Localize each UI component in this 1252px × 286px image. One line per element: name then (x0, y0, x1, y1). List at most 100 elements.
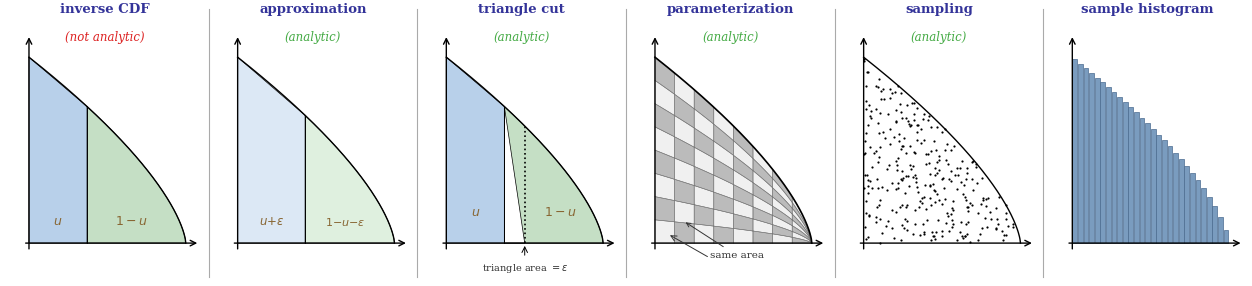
Point (939, 176, 959, 181)
Point (920, 172, 940, 176)
Point (931, 176, 952, 181)
Point (925, 166, 945, 170)
Text: triangle cut: triangle cut (478, 3, 565, 16)
Point (888, 181, 908, 185)
Polygon shape (694, 147, 714, 175)
Point (963, 159, 983, 164)
Point (926, 230, 947, 235)
Polygon shape (793, 202, 811, 243)
Point (871, 89, 891, 94)
Point (894, 136, 914, 140)
Bar (1072, 59, 1077, 243)
Polygon shape (675, 137, 694, 166)
Point (855, 236, 875, 241)
Point (908, 105, 928, 110)
Point (925, 189, 945, 193)
Bar (1207, 197, 1212, 243)
Point (923, 230, 943, 234)
Point (980, 217, 1000, 221)
Text: (analytic): (analytic) (493, 31, 550, 44)
Point (899, 122, 919, 126)
Bar (1094, 78, 1099, 243)
Point (869, 186, 889, 190)
Polygon shape (793, 231, 811, 243)
Polygon shape (772, 197, 793, 220)
Point (879, 163, 899, 167)
Point (904, 150, 924, 154)
Point (905, 222, 925, 227)
Point (938, 214, 958, 218)
Point (896, 174, 916, 178)
Point (904, 112, 924, 117)
Point (970, 202, 990, 206)
Point (908, 122, 928, 127)
Bar (1168, 146, 1172, 243)
Point (928, 218, 948, 223)
Point (920, 184, 940, 188)
Point (879, 219, 899, 223)
Bar (1178, 159, 1183, 243)
Point (869, 145, 889, 149)
Point (997, 217, 1017, 221)
Text: $u{+}\varepsilon$: $u{+}\varepsilon$ (259, 215, 284, 228)
Point (875, 136, 895, 141)
Polygon shape (734, 184, 752, 207)
Bar (1128, 107, 1133, 243)
Point (869, 85, 889, 90)
Text: (analytic): (analytic) (910, 31, 968, 44)
Bar (1162, 140, 1167, 243)
Point (958, 209, 978, 213)
Point (920, 195, 940, 200)
Point (906, 180, 926, 184)
Text: $1{-}u{-}\varepsilon$: $1{-}u{-}\varepsilon$ (326, 216, 366, 228)
Polygon shape (714, 226, 734, 243)
Point (876, 188, 896, 192)
Point (911, 196, 931, 200)
Point (858, 70, 878, 74)
Point (885, 90, 905, 94)
Point (909, 123, 929, 127)
Point (933, 176, 953, 180)
Point (942, 211, 962, 216)
Polygon shape (752, 207, 772, 225)
Point (864, 151, 884, 155)
Point (987, 206, 1007, 211)
Point (870, 241, 890, 245)
Point (854, 57, 874, 62)
Point (920, 203, 940, 207)
Point (925, 199, 945, 204)
Point (873, 130, 893, 134)
Point (890, 102, 910, 107)
Polygon shape (752, 146, 772, 178)
Point (870, 111, 890, 115)
Bar (1112, 92, 1117, 243)
Polygon shape (734, 126, 752, 158)
Point (899, 184, 919, 188)
Point (978, 196, 998, 200)
Point (871, 231, 891, 236)
Polygon shape (675, 222, 694, 243)
Point (914, 138, 934, 142)
Point (891, 238, 911, 243)
Point (948, 186, 968, 191)
Point (916, 152, 936, 156)
Point (910, 140, 930, 145)
Point (942, 178, 962, 183)
Point (856, 107, 876, 111)
Polygon shape (734, 214, 752, 231)
Point (871, 97, 891, 101)
Point (957, 204, 977, 209)
Polygon shape (734, 155, 752, 183)
Point (898, 119, 918, 123)
Point (868, 160, 888, 165)
Point (870, 198, 890, 202)
Point (859, 178, 879, 182)
Point (914, 194, 934, 199)
Bar (1106, 87, 1111, 243)
Point (894, 225, 914, 230)
Point (1003, 222, 1023, 226)
Point (967, 162, 987, 167)
Point (886, 158, 906, 163)
Point (950, 230, 970, 235)
Point (891, 110, 911, 114)
